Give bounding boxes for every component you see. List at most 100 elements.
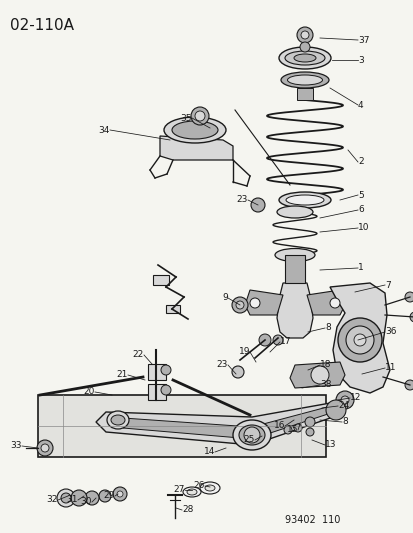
Bar [153,275,169,285]
Text: 13: 13 [324,440,336,449]
Circle shape [161,365,171,375]
Circle shape [329,298,339,308]
Text: 4: 4 [357,101,363,109]
Polygon shape [123,406,330,439]
Ellipse shape [199,482,219,494]
Circle shape [249,298,259,308]
Circle shape [335,391,353,409]
Text: 35: 35 [180,114,192,123]
Text: 8: 8 [324,324,330,333]
Ellipse shape [274,248,314,262]
Circle shape [296,27,312,43]
Circle shape [283,426,291,434]
Circle shape [57,489,75,507]
Circle shape [113,487,127,501]
Circle shape [190,107,209,125]
Circle shape [37,440,53,456]
Circle shape [231,366,243,378]
Circle shape [299,42,309,52]
Ellipse shape [293,54,315,62]
Text: 10: 10 [357,223,369,232]
Circle shape [305,428,313,436]
Text: 24: 24 [337,401,349,410]
Ellipse shape [238,425,264,445]
Circle shape [99,490,111,502]
Ellipse shape [183,487,201,497]
Circle shape [325,400,345,420]
Circle shape [345,326,373,354]
Text: 22: 22 [133,351,144,359]
Circle shape [300,31,308,39]
Text: 7: 7 [384,280,390,289]
Polygon shape [289,362,344,388]
Ellipse shape [278,47,330,69]
Bar [284,255,304,283]
Text: 16: 16 [273,422,284,431]
Polygon shape [306,290,344,315]
Text: 19: 19 [238,348,249,357]
Circle shape [304,417,314,427]
Text: 14: 14 [203,448,214,456]
Ellipse shape [233,420,271,450]
Bar [147,364,166,380]
Circle shape [71,490,87,506]
Bar [166,305,180,313]
Text: 8: 8 [341,417,347,426]
Ellipse shape [171,121,218,139]
Polygon shape [159,136,233,160]
Text: 15: 15 [286,425,297,434]
Text: 2: 2 [357,157,363,166]
Ellipse shape [280,72,328,88]
Text: 31: 31 [66,496,78,505]
Circle shape [293,424,301,432]
Bar [147,384,166,400]
Ellipse shape [164,117,225,143]
Circle shape [340,396,348,404]
Polygon shape [329,283,389,393]
Circle shape [272,335,282,345]
Ellipse shape [187,489,197,495]
Circle shape [41,444,49,452]
Polygon shape [96,402,335,445]
Text: 3: 3 [357,55,363,64]
Circle shape [243,427,259,443]
Text: 21: 21 [116,370,128,379]
Text: 29: 29 [103,491,115,500]
Circle shape [195,111,204,121]
Text: 37: 37 [357,36,369,44]
Text: 17: 17 [279,337,291,346]
Circle shape [353,334,365,346]
Circle shape [404,292,413,302]
Text: 36: 36 [384,327,396,336]
Text: 26: 26 [193,481,204,490]
Text: 5: 5 [357,190,363,199]
Circle shape [85,491,99,505]
Text: 11: 11 [384,364,396,373]
Circle shape [117,491,123,497]
Text: 18: 18 [319,360,331,369]
Polygon shape [244,290,282,315]
Text: 23: 23 [216,360,228,369]
Bar [296,88,312,100]
Circle shape [409,312,413,322]
Polygon shape [276,283,312,338]
Text: 6: 6 [357,206,363,214]
Text: 30: 30 [80,497,92,506]
Ellipse shape [287,75,322,85]
Circle shape [235,301,243,309]
Text: 23: 23 [236,196,247,205]
Text: 12: 12 [349,393,361,402]
Bar [38,395,325,457]
Circle shape [259,334,271,346]
Ellipse shape [204,485,214,491]
Circle shape [161,385,171,395]
Circle shape [310,366,328,384]
Text: 27: 27 [173,486,185,495]
Text: 38: 38 [319,381,331,390]
Circle shape [404,380,413,390]
Text: 93402  110: 93402 110 [284,515,339,525]
Ellipse shape [276,206,312,218]
Ellipse shape [285,195,323,205]
Text: 32: 32 [47,496,58,505]
Text: 02-110A: 02-110A [10,18,74,33]
